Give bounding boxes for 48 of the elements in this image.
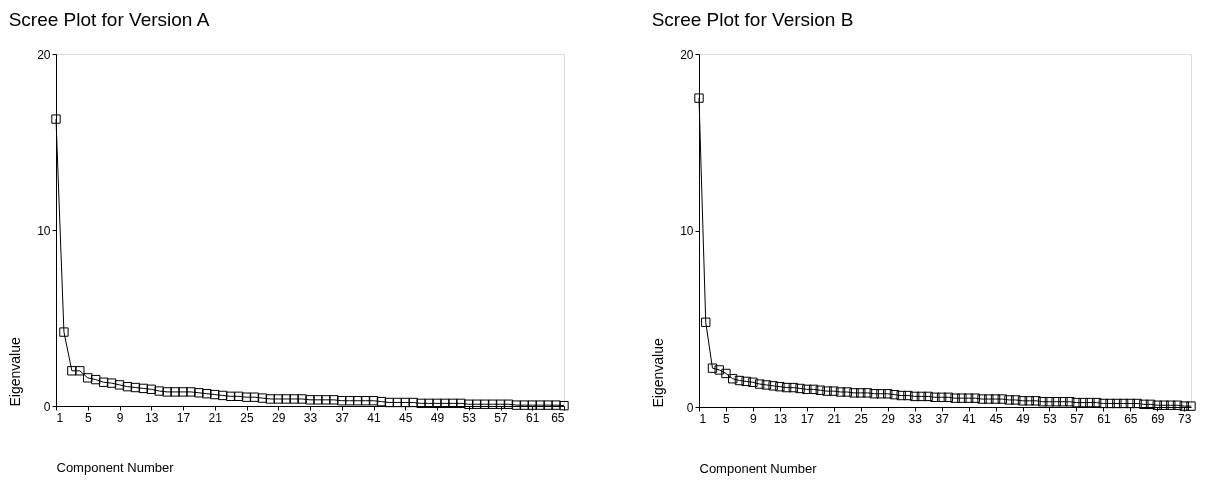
- x-tick-label: 73: [1178, 411, 1192, 426]
- y-tick-label: 20: [680, 47, 694, 62]
- y-tick-label: 10: [37, 223, 51, 238]
- x-tick-label: 29: [881, 411, 896, 426]
- y-tick-label: 0: [43, 399, 51, 414]
- x-tick-label: 69: [1151, 411, 1165, 426]
- x-axis-title: Component Number: [56, 459, 175, 475]
- x-tick-label: 9: [750, 411, 758, 426]
- x-axis-title: Component Number: [699, 460, 818, 476]
- chart-title: Scree Plot for Version A: [8, 9, 210, 30]
- x-tick-label: 25: [854, 411, 869, 426]
- x-tick-label: 5: [84, 410, 92, 425]
- x-tick-label: 49: [1016, 411, 1030, 426]
- x-tick-label: 57: [1070, 411, 1084, 426]
- x-tick-label: 9: [116, 410, 124, 425]
- x-tick-label: 45: [399, 410, 413, 425]
- y-tick-label: 0: [686, 400, 694, 415]
- y-axis-title: Eigenvalue: [7, 337, 24, 407]
- x-tick-label: 1: [56, 410, 64, 425]
- x-tick-label: 41: [962, 411, 977, 426]
- x-tick-label: 57: [494, 410, 508, 425]
- x-tick-label: 53: [1043, 411, 1057, 426]
- x-tick-label: 41: [367, 410, 381, 425]
- x-tick-label: 17: [176, 410, 191, 425]
- x-tick-label: 65: [551, 410, 565, 425]
- x-tick-label: 65: [1124, 411, 1138, 426]
- x-tick-label: 61: [526, 410, 540, 425]
- x-tick-label: 21: [208, 410, 223, 425]
- x-tick-label: 45: [989, 411, 1004, 426]
- x-tick-label: 1: [699, 411, 707, 426]
- y-tick-label: 10: [680, 224, 694, 238]
- x-tick-label: 61: [1097, 411, 1111, 426]
- x-tick-label: 37: [335, 410, 350, 425]
- x-tick-label: 21: [827, 411, 842, 426]
- x-tick-label: 5: [723, 411, 731, 426]
- x-tick-label: 49: [430, 410, 445, 425]
- x-tick-label: 33: [908, 411, 923, 426]
- x-tick-label: 13: [145, 410, 159, 425]
- y-axis-title: Eigenvalue: [650, 338, 667, 408]
- x-tick-label: 17: [800, 411, 815, 426]
- x-tick-label: 13: [773, 411, 788, 426]
- x-tick-label: 53: [462, 410, 477, 425]
- x-tick-label: 25: [240, 410, 254, 425]
- y-tick-label: 20: [37, 47, 51, 62]
- x-tick-label: 37: [935, 411, 950, 426]
- chart-title: Scree Plot for Version B: [651, 9, 854, 30]
- x-tick-label: 33: [303, 410, 318, 425]
- x-tick-label: 29: [272, 410, 286, 425]
